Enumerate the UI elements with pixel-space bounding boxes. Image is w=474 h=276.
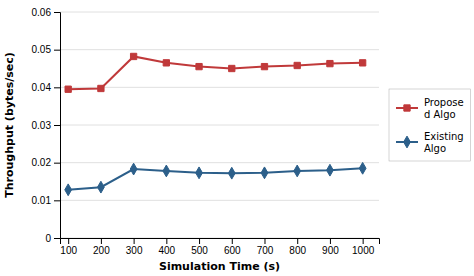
chart: 100 200 300 400 500 600 700 800 900 1000 0 0.01 0.02…	[0, 0, 474, 276]
tick-mark	[54, 200, 60, 201]
marker	[163, 60, 169, 66]
marker	[327, 164, 334, 176]
tick-mark	[54, 125, 60, 126]
marker	[261, 167, 268, 179]
tick-label: 1000	[352, 245, 375, 256]
marker	[97, 181, 104, 193]
tick-label: 900	[322, 245, 339, 256]
tick-mark	[101, 238, 102, 244]
grid-line	[60, 125, 379, 126]
tick-label: 800	[289, 245, 306, 256]
marker	[229, 65, 235, 71]
tick: 700	[257, 238, 274, 256]
legend-label-line: Existing	[424, 131, 464, 142]
tick-mark	[166, 238, 167, 244]
tick-mark	[54, 12, 60, 13]
tick-label: 200	[93, 245, 110, 256]
grid-line	[60, 200, 379, 201]
tick-mark	[232, 238, 233, 244]
grid-line	[60, 162, 379, 163]
tick-label: 0.01	[32, 195, 52, 206]
marker	[359, 60, 365, 66]
marker	[163, 165, 170, 177]
tick: 0.04	[32, 82, 60, 93]
series-line	[68, 56, 362, 89]
marker	[130, 53, 136, 59]
tick-label: 0	[45, 233, 51, 244]
tick-label: 300	[126, 245, 143, 256]
legend-marker	[404, 105, 410, 111]
grid-line	[60, 12, 379, 13]
tick-mark	[264, 238, 265, 244]
legend-marker	[404, 136, 411, 148]
tick: 0	[45, 233, 60, 244]
tick: 100	[60, 238, 77, 256]
x-axis-title: Simulation Time (s)	[159, 260, 280, 273]
marker	[196, 167, 203, 179]
legend-label-line: Algo	[424, 143, 446, 154]
marker	[294, 165, 301, 177]
tick: 0.03	[32, 120, 60, 131]
tick-mark	[68, 238, 69, 244]
tick: 400	[158, 238, 175, 256]
tick: 0.06	[32, 7, 60, 18]
tick-label: 0.03	[32, 120, 52, 131]
tick-label: 0.06	[32, 7, 52, 18]
marker	[98, 85, 104, 91]
legend-label: ExistingAlgo	[424, 131, 464, 154]
tick: 0.05	[32, 44, 60, 55]
y-axis-title: Throughput (bytes/sec)	[3, 52, 16, 198]
legend-label: Proposed Algo	[424, 97, 464, 120]
legend-label-line: d Algo	[424, 109, 456, 120]
y-axis: 0 0.01 0.02 0.03 0.04 0.05 0.06	[32, 7, 61, 244]
tick: 800	[289, 238, 306, 256]
tick-mark	[54, 50, 60, 51]
marker	[65, 86, 71, 92]
tick-label: 0.04	[32, 82, 52, 93]
marker	[196, 63, 202, 69]
marker	[65, 184, 72, 196]
tick-label: 500	[191, 245, 208, 256]
tick-label: 0.05	[32, 44, 52, 55]
tick-mark	[363, 238, 364, 244]
series-line	[68, 168, 362, 189]
axis-line	[54, 13, 61, 239]
grid-line	[60, 87, 379, 88]
marker	[130, 163, 137, 175]
marker	[261, 63, 267, 69]
tick-mark	[330, 238, 331, 244]
tick-mark	[54, 238, 60, 239]
tick-label: 400	[158, 245, 175, 256]
marker	[327, 60, 333, 66]
marker	[294, 62, 300, 68]
tick: 0.02	[32, 157, 60, 168]
axis-line	[61, 239, 380, 245]
tick-mark	[134, 238, 135, 244]
tick: 500	[191, 238, 208, 256]
tick: 900	[322, 238, 339, 256]
tick-mark	[199, 238, 200, 244]
marker	[228, 167, 235, 179]
tick-mark	[54, 163, 60, 164]
tick-label: 0.02	[32, 157, 52, 168]
tick-mark	[54, 87, 60, 88]
grid	[60, 12, 379, 238]
legend: Proposed Algo ExistingAlgo	[389, 89, 471, 161]
plot-area: 100 200 300 400 500 600 700 800 900 1000 0 0.01 0.02…	[32, 7, 380, 256]
tick: 300	[126, 238, 143, 256]
tick-label: 100	[60, 245, 77, 256]
tick: 1000	[352, 238, 375, 256]
series-group	[65, 53, 366, 195]
tick: 0.01	[32, 195, 60, 206]
x-axis: 100 200 300 400 500 600 700 800 900 1000	[60, 238, 379, 256]
grid-line	[60, 49, 379, 50]
marker	[359, 162, 366, 174]
tick-label: 700	[257, 245, 274, 256]
legend-frame	[389, 89, 471, 161]
tick-mark	[297, 238, 298, 244]
tick: 200	[93, 238, 110, 256]
legend-label-line: Propose	[424, 97, 464, 108]
tick: 600	[224, 238, 241, 256]
tick-label: 600	[224, 245, 241, 256]
